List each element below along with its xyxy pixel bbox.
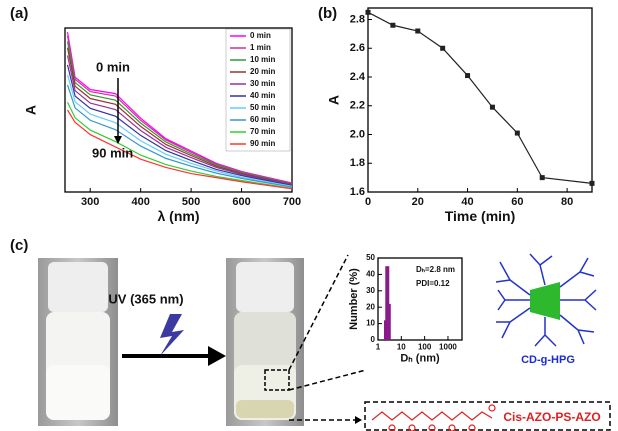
arrow bbox=[122, 314, 226, 366]
marker bbox=[440, 45, 446, 51]
polymer-label: Cis-AZO-PS-AZO bbox=[503, 410, 600, 424]
y-tick-label: 1.6 bbox=[350, 186, 365, 198]
series-line bbox=[367, 11, 593, 184]
y-tick-label: 20 bbox=[366, 302, 375, 311]
marker bbox=[390, 22, 396, 28]
y-tick-label: 2.2 bbox=[350, 100, 365, 112]
annotation: 0 min bbox=[96, 59, 130, 74]
y-tick-label: 1.8 bbox=[350, 157, 365, 169]
x-tick-label: 1 bbox=[376, 342, 381, 351]
legend-label: 90 min bbox=[250, 139, 275, 148]
marker bbox=[365, 9, 371, 15]
x-tick-label: 0 bbox=[365, 196, 371, 208]
y-tick-label: 2.6 bbox=[350, 42, 365, 54]
annotation: Dₕ=2.8 nm bbox=[416, 265, 455, 274]
marker bbox=[514, 130, 520, 136]
legend-label: 50 min bbox=[250, 103, 275, 112]
y-axis-label: Number (%) bbox=[348, 268, 360, 330]
legend-label: 30 min bbox=[250, 79, 275, 88]
x-tick-label: 500 bbox=[182, 196, 200, 208]
x-tick-label: 60 bbox=[511, 196, 523, 208]
y-axis-label: A bbox=[23, 105, 39, 115]
x-tick-label: 80 bbox=[561, 196, 573, 208]
marker bbox=[465, 73, 471, 79]
series-line bbox=[66, 47, 293, 185]
marker bbox=[489, 104, 495, 110]
series-line bbox=[66, 74, 293, 187]
uv-label: UV (365 nm) bbox=[108, 291, 183, 306]
series-line bbox=[66, 41, 293, 185]
x-tick-label: 10 bbox=[397, 342, 406, 351]
annotation: PDI=0.12 bbox=[416, 279, 450, 288]
y-axis-label: A bbox=[326, 95, 342, 105]
plot-frame bbox=[64, 27, 293, 193]
y-tick-label: 2.0 bbox=[350, 128, 365, 140]
legend-label: 60 min bbox=[250, 115, 275, 124]
x-tick-label: 40 bbox=[461, 196, 473, 208]
series-line bbox=[66, 35, 293, 184]
legend-label: 40 min bbox=[250, 91, 275, 100]
annotation-arrowhead bbox=[114, 136, 122, 144]
arrow-head bbox=[355, 416, 362, 424]
x-tick-label: 600 bbox=[232, 196, 250, 208]
x-axis-label: Time (min) bbox=[445, 208, 516, 224]
dendrimer-label: CD-g-HPG bbox=[521, 354, 575, 366]
y-tick-label: 40 bbox=[366, 270, 375, 279]
y-tick-label: 2.4 bbox=[350, 71, 366, 83]
series-line bbox=[66, 64, 293, 187]
vial-photo-before bbox=[38, 258, 118, 426]
y-tick-label: 10 bbox=[366, 319, 375, 328]
dashed-leaders bbox=[288, 254, 611, 431]
annotation: 90 min bbox=[92, 145, 133, 160]
legend-label: 0 min bbox=[250, 31, 271, 40]
x-tick-label: 700 bbox=[283, 196, 301, 208]
bar bbox=[386, 303, 391, 340]
panel-label: (b) bbox=[318, 5, 337, 22]
x-tick-label: 1000 bbox=[439, 342, 457, 351]
x-tick-label: 100 bbox=[418, 342, 432, 351]
legend-label: 70 min bbox=[250, 127, 275, 136]
y-tick-label: 0 bbox=[371, 335, 376, 344]
x-tick-label: 300 bbox=[81, 196, 99, 208]
legend-label: 20 min bbox=[250, 67, 275, 76]
series-line bbox=[66, 84, 293, 188]
x-axis-label: Dₕ (nm) bbox=[400, 352, 440, 364]
dendrimer bbox=[495, 253, 597, 347]
series-line bbox=[66, 101, 293, 189]
series-line bbox=[66, 55, 293, 186]
panel-label: (a) bbox=[10, 5, 28, 22]
polymer-structure bbox=[371, 404, 496, 431]
legend-label: 1 min bbox=[250, 43, 271, 52]
x-tick-label: 20 bbox=[412, 196, 424, 208]
panel-label: (c) bbox=[10, 237, 28, 254]
vial-photo-after bbox=[226, 258, 304, 426]
x-tick-label: 400 bbox=[131, 196, 149, 208]
x-axis-label: λ (nm) bbox=[158, 208, 200, 224]
y-tick-label: 50 bbox=[366, 253, 375, 262]
marker bbox=[589, 180, 595, 186]
y-tick-label: 30 bbox=[366, 286, 375, 295]
series-line bbox=[67, 109, 293, 190]
legend-label: 10 min bbox=[250, 55, 275, 64]
y-tick-label: 2.8 bbox=[350, 13, 365, 25]
legend-frame bbox=[225, 28, 291, 152]
bar bbox=[385, 266, 390, 340]
marker bbox=[539, 175, 545, 181]
marker bbox=[415, 28, 421, 34]
plot-frame bbox=[367, 7, 593, 193]
plot-frame bbox=[377, 257, 463, 341]
